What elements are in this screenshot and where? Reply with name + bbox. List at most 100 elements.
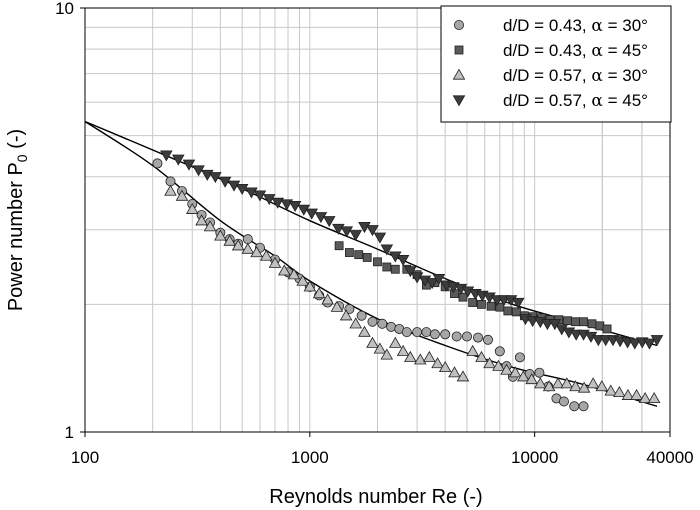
data-point	[483, 357, 496, 369]
legend-label: d/D = 0.43, α = 30°	[503, 16, 648, 36]
data-point	[586, 377, 600, 389]
data-point	[595, 380, 609, 392]
x-axis-title: Reynolds number Re (-)	[269, 486, 482, 508]
data-point	[195, 214, 208, 226]
data-point	[401, 327, 412, 338]
data-point	[321, 293, 334, 305]
data-point	[569, 401, 580, 412]
data-point	[512, 307, 521, 317]
data-point	[473, 332, 484, 343]
data-point	[630, 388, 643, 400]
data-point	[516, 370, 530, 382]
data-point	[339, 309, 353, 321]
legend-marker	[454, 45, 464, 55]
data-point	[423, 350, 436, 362]
data-point	[349, 317, 363, 329]
fit-alpha-45-line	[84, 120, 658, 347]
data-point	[492, 359, 505, 371]
data-point	[534, 367, 545, 378]
y-axis-title: Power number P0 (-)	[5, 129, 30, 311]
data-point	[271, 197, 285, 209]
legend-item: d/D = 0.43, α = 30°	[453, 16, 648, 36]
data-point	[303, 280, 317, 292]
legend-box	[440, 5, 672, 123]
data-point	[366, 225, 379, 237]
data-point	[396, 344, 410, 356]
data-point	[203, 220, 217, 232]
data-point	[458, 292, 468, 302]
data-point	[404, 350, 417, 362]
data-point	[377, 318, 388, 329]
data-point	[259, 249, 273, 261]
data-point	[414, 353, 427, 365]
data-point	[268, 256, 282, 268]
data-point	[534, 377, 547, 389]
fit-alpha-30-line	[84, 120, 658, 407]
series-1	[152, 158, 589, 412]
data-point	[185, 202, 199, 214]
fit-lines	[84, 120, 658, 407]
data-point	[241, 242, 255, 254]
legend-label: d/D = 0.57, α = 30°	[503, 66, 648, 86]
data-point	[373, 257, 382, 267]
y-tick-label: 10	[55, 0, 74, 18]
axis-ticks	[80, 7, 671, 437]
legend-item: d/D = 0.43, α = 45°	[454, 41, 648, 61]
data-point	[288, 200, 302, 212]
data-point	[340, 226, 354, 238]
data-point	[165, 176, 176, 187]
data-point	[468, 298, 478, 307]
legend-marker	[453, 19, 464, 30]
data-point	[563, 316, 572, 326]
data-point	[412, 327, 423, 338]
data-point	[613, 385, 626, 397]
data-point	[569, 380, 582, 392]
data-point	[448, 366, 461, 378]
data-point	[262, 194, 276, 206]
data-point	[152, 158, 163, 169]
data-point	[429, 329, 440, 340]
legend-marker	[452, 68, 466, 80]
data-point	[345, 248, 354, 257]
data-point	[164, 184, 177, 196]
data-point	[358, 325, 371, 337]
data-point	[362, 253, 372, 262]
data-point	[223, 234, 236, 246]
data-point	[235, 184, 249, 196]
x-tick-label: 10000	[511, 448, 558, 467]
data-point	[508, 366, 522, 378]
data-point	[643, 338, 656, 350]
data-point	[425, 278, 439, 290]
data-point	[604, 384, 618, 396]
series-3	[164, 184, 661, 404]
data-point	[386, 321, 397, 332]
data-point	[160, 150, 173, 162]
data-point	[373, 342, 387, 354]
data-point	[380, 244, 394, 256]
data-point	[647, 392, 661, 404]
data-point	[438, 361, 452, 373]
data-point	[551, 377, 565, 389]
data-point	[571, 317, 580, 327]
data-point	[192, 165, 205, 177]
data-point	[595, 321, 605, 331]
data-markers	[152, 150, 664, 412]
data-point	[390, 264, 400, 274]
data-point	[175, 189, 189, 201]
data-point	[373, 232, 387, 244]
legend: d/D = 0.43, α = 30° d/D = 0.43, α = 45° d/…	[440, 5, 672, 123]
data-point	[227, 180, 241, 192]
data-point	[278, 264, 291, 276]
data-point	[245, 187, 258, 199]
series-4	[160, 150, 664, 350]
plot-area	[84, 7, 671, 433]
data-point	[231, 239, 245, 251]
data-point	[404, 266, 417, 278]
data-point	[172, 154, 185, 166]
data-point	[358, 222, 371, 234]
data-point	[182, 159, 196, 171]
data-point	[354, 250, 364, 260]
legend-label: d/D = 0.43, α = 45°	[503, 41, 648, 61]
data-point	[305, 208, 319, 220]
data-point	[367, 316, 378, 327]
